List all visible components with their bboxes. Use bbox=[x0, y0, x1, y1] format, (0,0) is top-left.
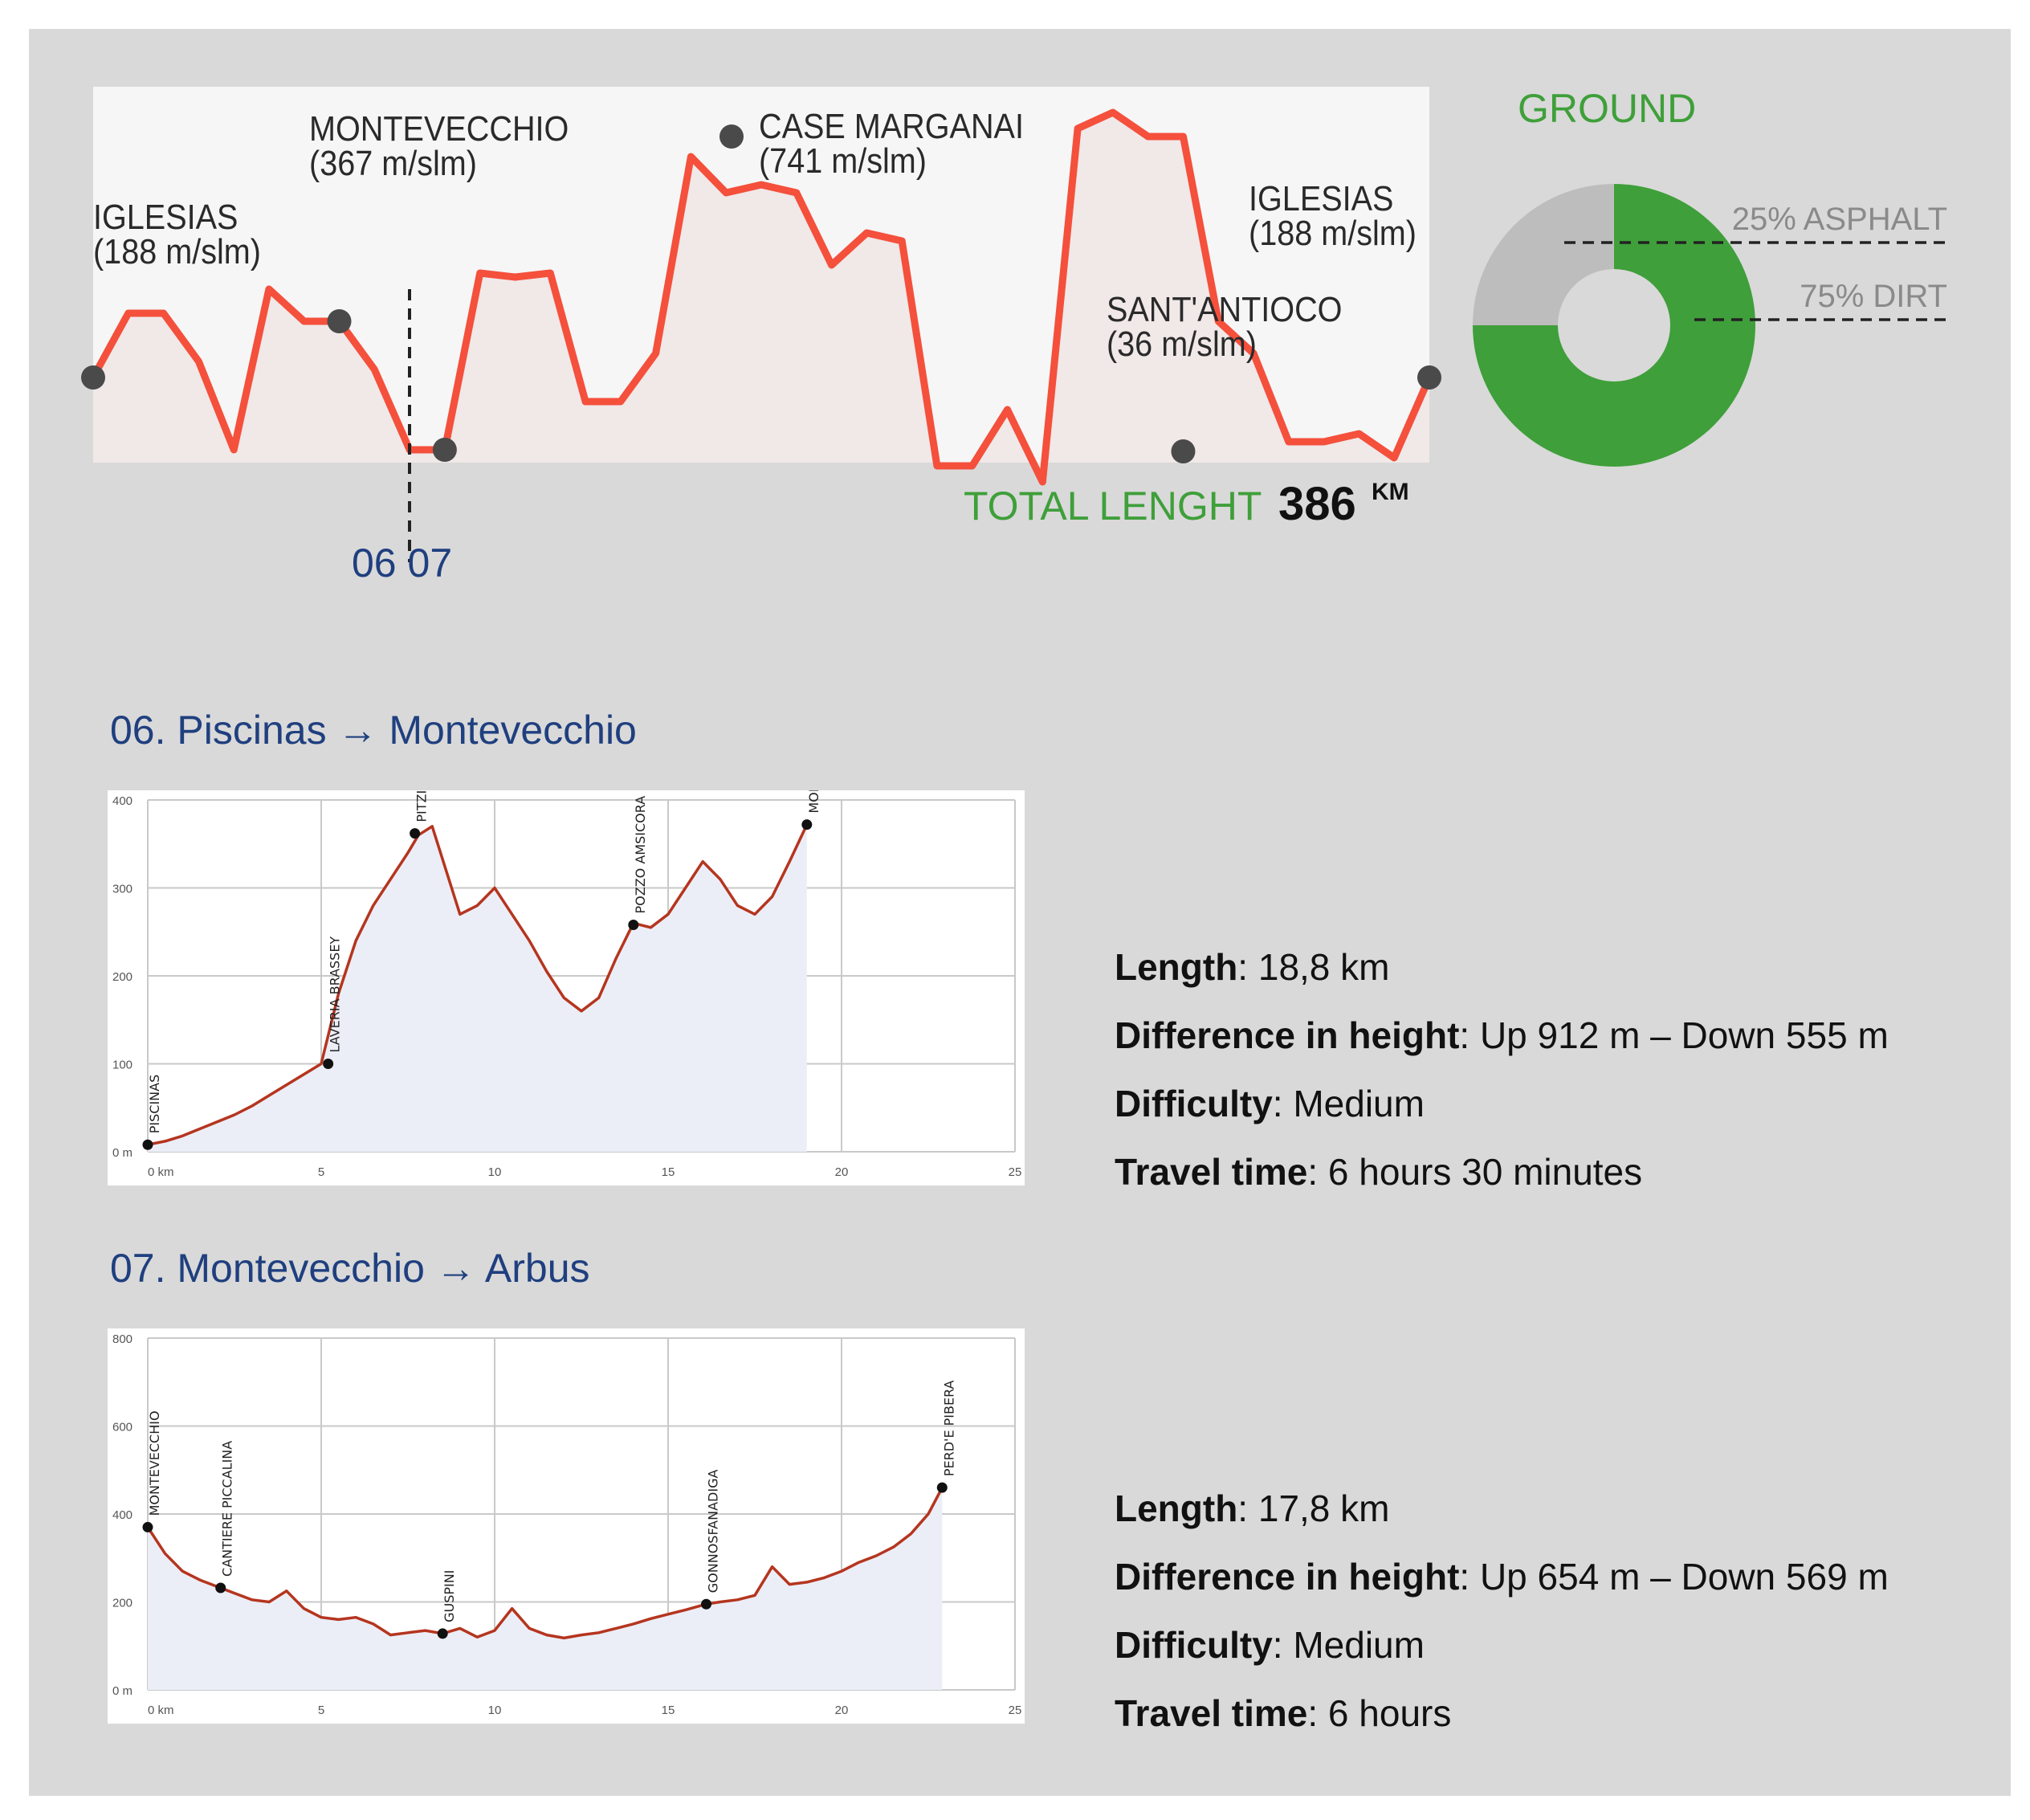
stage-06-waypoint-dot bbox=[410, 828, 421, 839]
overview-waypoint-dot bbox=[1171, 439, 1196, 463]
stage-07-waypoint-dot bbox=[215, 1582, 226, 1594]
waypoint-sant-antioco-name: SANT'ANTIOCO bbox=[1107, 289, 1342, 328]
stage-07-ytick-label: 600 bbox=[112, 1421, 132, 1434]
stage-06-ytick-label: 300 bbox=[112, 883, 132, 896]
stage-07-xtick-label: 15 bbox=[662, 1704, 675, 1717]
stage-06-stats: Length: 18,8 km Difference in height: Up… bbox=[1115, 943, 1889, 1216]
overview-profile-line bbox=[90, 108, 1433, 486]
stage-06-length: Length: 18,8 km bbox=[1115, 946, 1390, 988]
stage-06-waypoint-label: MONTEVECCHIO bbox=[806, 790, 821, 814]
stage-06-waypoint-dot bbox=[142, 1139, 153, 1150]
stage-06-waypoint-label: PITZINURRI bbox=[414, 790, 430, 822]
ground-title: GROUND bbox=[1518, 86, 1696, 131]
stage-07-profile-line bbox=[146, 1487, 944, 1640]
stage-07-xtick-label: 25 bbox=[1009, 1704, 1022, 1717]
stage-07-waypoint-dot bbox=[701, 1598, 712, 1610]
waypoint-case-marganai-name: CASE MARGANAI bbox=[759, 106, 1024, 145]
stage-06-height-difference: Difference in height: Up 912 m – Down 55… bbox=[1115, 1014, 1889, 1056]
stage-07-elevation-chart: 0 m 200 400 600 800 0 km 5 10 15 20 25 MONTEVECCHIO… bbox=[108, 1328, 1025, 1724]
waypoint-montevecchio-name: MONTEVECCHIO bbox=[309, 108, 569, 148]
total-length-value: 386 bbox=[1278, 478, 1356, 530]
stage-07-xtick-label: 10 bbox=[488, 1704, 502, 1717]
stage-06-waypoint-dot bbox=[628, 919, 639, 930]
stage-07-travel-time: Travel time: 6 hours bbox=[1115, 1692, 1452, 1734]
stage-07-stats: Length: 17,8 km Difference in height: Up… bbox=[1115, 1484, 1889, 1757]
stage-06-xtick-label: 5 bbox=[318, 1165, 324, 1179]
waypoint-sant-antioco-alt: (36 m/slm) bbox=[1107, 324, 1257, 363]
stage-06-waypoint-label: LAVERIA BRASSEY bbox=[328, 937, 343, 1053]
stage-06-title: 06. Piscinas → Montevecchio bbox=[110, 708, 637, 753]
stage-marker-label: 06 07 bbox=[352, 541, 452, 586]
stage-06-xtick-label: 20 bbox=[835, 1165, 849, 1179]
waypoint-iglesias-end-alt: (188 m/slm) bbox=[1249, 213, 1417, 252]
stage-06-waypoint-label: PISCINAS bbox=[147, 1075, 162, 1133]
stage-07-title: 07. Montevecchio → Arbus bbox=[110, 1246, 590, 1291]
waypoint-iglesias-end-name: IGLESIAS bbox=[1249, 178, 1393, 218]
stage-07-xtick-label: 5 bbox=[318, 1704, 324, 1717]
stage-06-waypoint-label: POZZO AMSICORA bbox=[633, 796, 648, 914]
overview-waypoint-dot bbox=[81, 365, 105, 390]
stage-07-profile-area bbox=[148, 1487, 943, 1690]
stage-07-waypoint-dot bbox=[142, 1521, 153, 1532]
stage-07-waypoint-dot bbox=[437, 1628, 448, 1639]
stage-07-ytick-label: 400 bbox=[112, 1508, 132, 1522]
stage-07-waypoint-dot bbox=[936, 1482, 948, 1493]
stage-06-ytick-label: 100 bbox=[112, 1059, 132, 1072]
stage-07-ytick-label: 800 bbox=[112, 1332, 132, 1346]
stage-07-ytick-label: 0 m bbox=[112, 1684, 132, 1698]
stage-06-difficulty: Difficulty: Medium bbox=[1115, 1083, 1425, 1124]
dirt-label: 75% DIRT bbox=[1800, 279, 1947, 314]
stage-06-waypoint-dot bbox=[801, 819, 813, 830]
stage-06-travel-time: Travel time: 6 hours 30 minutes bbox=[1115, 1151, 1643, 1193]
stage-06-xtick-label: 15 bbox=[662, 1165, 675, 1179]
stage-07-length: Length: 17,8 km bbox=[1115, 1487, 1390, 1529]
waypoint-montevecchio-alt: (367 m/slm) bbox=[309, 143, 477, 182]
waypoint-iglesias-start-alt: (188 m/slm) bbox=[93, 231, 261, 271]
dirt-slice bbox=[1473, 184, 1755, 467]
waypoint-case-marganai-alt: (741 m/slm) bbox=[759, 141, 927, 180]
stage-07-xtick-label: 20 bbox=[835, 1704, 849, 1717]
stage-07-waypoint-label: PERD'E PIBERA bbox=[941, 1380, 956, 1476]
stage-06-xtick-label: 10 bbox=[488, 1165, 502, 1179]
overview-waypoint-dot bbox=[719, 124, 744, 149]
stage-07-xtick-label: 0 km bbox=[148, 1704, 174, 1717]
stage-07-waypoint-label: CANTIERE PICCALINA bbox=[220, 1441, 235, 1577]
overview-waypoint-dot bbox=[432, 438, 457, 462]
waypoint-iglesias-start-name: IGLESIAS bbox=[93, 197, 238, 236]
stage-07-ytick-label: 200 bbox=[112, 1597, 132, 1610]
stage-07-difficulty: Difficulty: Medium bbox=[1115, 1624, 1425, 1666]
stage-07-waypoint-label: MONTEVECCHIO bbox=[147, 1410, 162, 1516]
asphalt-label: 25% ASPHALT bbox=[1732, 202, 1947, 237]
stage-06-ytick-label: 400 bbox=[112, 794, 132, 808]
stage-06-ytick-label: 0 m bbox=[112, 1146, 132, 1160]
asphalt-slice bbox=[1473, 184, 1614, 325]
overview-elevation-chart: IGLESIAS (188 m/slm) MONTEVECCHIO (367 m… bbox=[81, 87, 1441, 586]
stage-06-ytick-label: 200 bbox=[112, 970, 132, 984]
stage-07-height-difference: Difference in height: Up 654 m – Down 56… bbox=[1115, 1556, 1889, 1598]
stage-06-elevation-chart: 0 m 100 200 300 400 0 km 5 10 15 20 25 PISCINAS LAVE… bbox=[108, 790, 1025, 1185]
overview-waypoint-dot bbox=[1417, 365, 1441, 390]
stage-06-xtick-label: 0 km bbox=[148, 1165, 174, 1179]
total-length-label: TOTAL LENGHT bbox=[964, 484, 1262, 528]
overview-profile-area bbox=[93, 112, 1429, 482]
stage-07-waypoint-label: GONNOSFANADIGA bbox=[706, 1470, 721, 1594]
stage-06-profile-line bbox=[147, 823, 809, 1146]
stage-07-waypoint-label: GUSPINI bbox=[442, 1570, 457, 1622]
ground-donut-chart: GROUND 25% ASPHALT 75% DIRT bbox=[1473, 86, 1950, 467]
stage-06-xtick-label: 25 bbox=[1009, 1165, 1022, 1179]
overview-waypoint-dot bbox=[327, 309, 352, 333]
stage-06-waypoint-dot bbox=[323, 1059, 334, 1069]
total-length-unit: KM bbox=[1372, 479, 1409, 505]
